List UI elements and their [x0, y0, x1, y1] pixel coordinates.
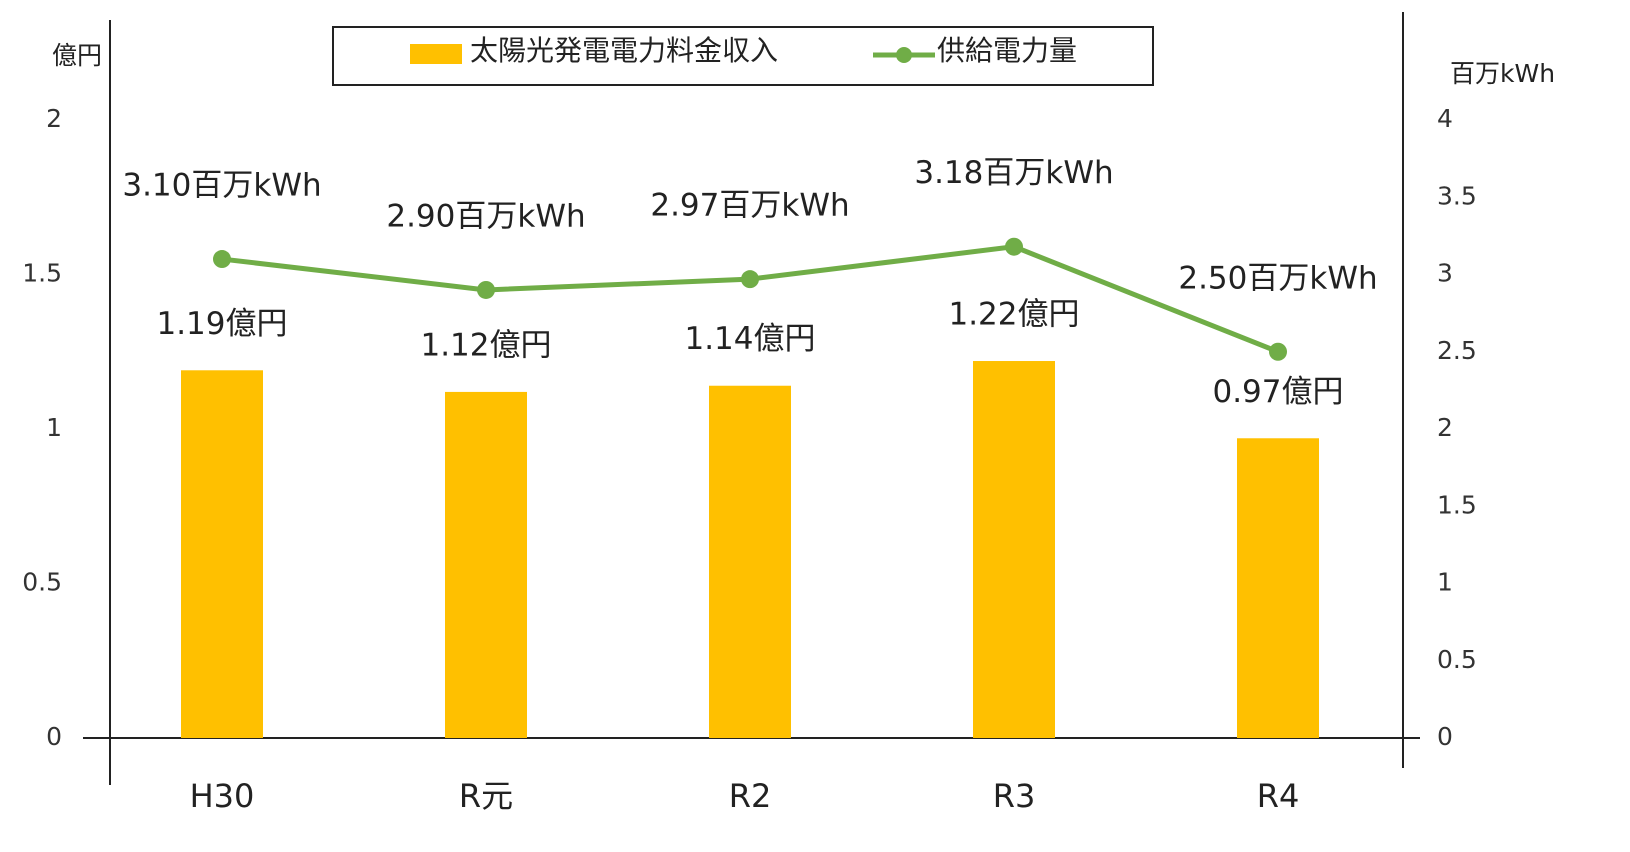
- y2-tick-label: 1: [1437, 568, 1453, 597]
- y2-tick-label: 3.5: [1437, 181, 1477, 210]
- data-label: 1.22億円: [948, 297, 1079, 333]
- data-label: 3.18百万kWh: [914, 155, 1113, 191]
- y2-tick-label: 3: [1437, 259, 1453, 288]
- y2-tick-label: 2.5: [1437, 336, 1477, 365]
- data-label: 3.10百万kWh: [122, 168, 321, 204]
- x-tick-label: H30: [190, 777, 255, 815]
- data-label: 0.97億円: [1212, 374, 1343, 410]
- y2-tick-label: 1.5: [1437, 490, 1477, 519]
- line-marker: [1269, 342, 1287, 361]
- legend-marker: [896, 47, 912, 63]
- data-label: 1.14億円: [684, 321, 815, 357]
- y-tick-label: 1: [46, 413, 62, 442]
- data-label: 2.90百万kWh: [386, 198, 585, 234]
- data-label: 2.97百万kWh: [650, 188, 849, 224]
- data-label: 1.19億円: [156, 306, 287, 342]
- line-marker: [741, 270, 759, 289]
- x-tick-label: R4: [1257, 777, 1300, 815]
- bar: [709, 385, 791, 738]
- data-label: 2.50百万kWh: [1178, 260, 1377, 296]
- y-tick-label: 1.5: [22, 259, 62, 288]
- y-tick-label: 2: [46, 104, 62, 133]
- y2-tick-label: 0: [1437, 722, 1453, 751]
- bar: [1237, 438, 1319, 738]
- data-label: 1.12億円: [420, 327, 551, 363]
- legend-box: [332, 26, 1154, 86]
- legend-swatch: [410, 44, 462, 64]
- y-tick-label: 0: [46, 722, 62, 751]
- bar: [445, 391, 527, 738]
- y-axis-label: 億円: [52, 41, 102, 70]
- bar: [973, 361, 1055, 738]
- y-tick-label: 0.5: [22, 568, 62, 597]
- x-tick-label: R元: [459, 777, 513, 815]
- x-tick-label: R3: [993, 777, 1036, 815]
- y2-tick-label: 2: [1437, 413, 1453, 442]
- bar: [181, 370, 263, 738]
- y2-tick-label: 4: [1437, 104, 1453, 133]
- line-marker: [213, 250, 231, 269]
- y2-tick-label: 0.5: [1437, 645, 1477, 674]
- line-marker: [1005, 237, 1023, 256]
- y2-axis-label: 百万kWh: [1450, 59, 1555, 88]
- legend-label: 供給電力量: [937, 34, 1077, 67]
- legend-label: 太陽光発電電力料金収入: [470, 34, 778, 67]
- line-marker: [477, 280, 495, 299]
- x-tick-label: R2: [729, 777, 772, 815]
